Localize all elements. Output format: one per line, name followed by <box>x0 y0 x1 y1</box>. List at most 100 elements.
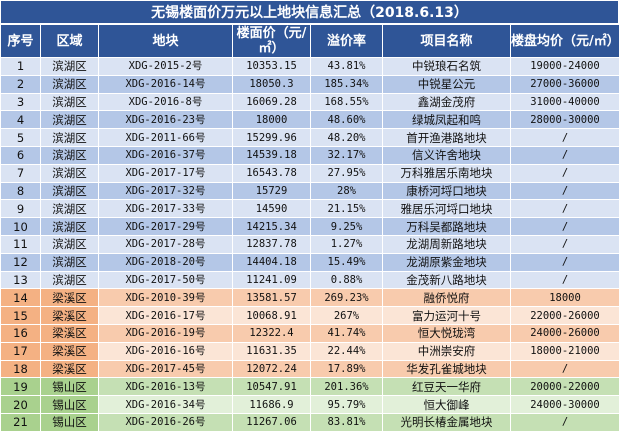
cell-project: 金茂新八路地块 <box>382 270 511 290</box>
cell-premium: 15.49% <box>310 252 383 272</box>
cell-avg-price: 18000 <box>510 288 619 308</box>
cell-floor-price: 12837.78 <box>232 234 311 254</box>
cell-floor-price: 14539.18 <box>232 145 311 165</box>
table-row: 2 滨湖区 XDG-2016-14号 18050.3 185.34% 中锐星公元 27000… <box>0 74 619 94</box>
table-row: 16 梁溪区 XDG-2016-19号 12322.4 41.74% 恒大悦珑湾 24000… <box>0 323 619 343</box>
table-row: 19 锡山区 XDG-2016-13号 10547.91 201.36% 红豆天一华府 20… <box>0 377 619 397</box>
cell-plot: XDG-2017-32号 <box>98 181 233 201</box>
header-premium: 溢价率 <box>310 24 383 58</box>
cell-avg-price: / <box>510 359 619 379</box>
cell-idx: 17 <box>0 341 41 361</box>
cell-region: 锡山区 <box>40 412 99 432</box>
cell-premium: 95.79% <box>310 395 383 414</box>
cell-region: 锡山区 <box>40 395 99 414</box>
table-row: 20 锡山区 XDG-2016-34号 11686.9 95.79% 恒大御峰 24000-… <box>0 395 619 414</box>
cell-region: 滨湖区 <box>40 234 99 254</box>
header-plot: 地块 <box>98 24 233 58</box>
cell-floor-price: 14215.34 <box>232 217 311 236</box>
cell-premium: 267% <box>310 306 383 325</box>
table-row: 7 滨湖区 XDG-2017-17号 16543.78 27.95% 万科雅居乐南地块 / <box>0 163 619 183</box>
cell-region: 滨湖区 <box>40 252 99 272</box>
cell-idx: 19 <box>0 377 41 397</box>
cell-region: 滨湖区 <box>40 163 99 183</box>
cell-project: 中洲崇安府 <box>382 341 511 361</box>
table-body: 1 滨湖区 XDG-2015-2号 10353.15 43.81% 中锐琅石名筑 19000… <box>0 57 619 432</box>
cell-project: 龙湖原紫金地块 <box>382 252 511 272</box>
cell-project: 绿城凤起和鸣 <box>382 110 511 130</box>
cell-project: 万科雅居乐南地块 <box>382 163 511 183</box>
cell-avg-price: / <box>510 199 619 219</box>
cell-idx: 16 <box>0 323 41 343</box>
cell-plot: XDG-2016-23号 <box>98 110 233 130</box>
cell-region: 滨湖区 <box>40 57 99 76</box>
cell-premium: 201.36% <box>310 377 383 397</box>
cell-region: 滨湖区 <box>40 74 99 94</box>
cell-floor-price: 12322.4 <box>232 323 311 343</box>
cell-avg-price: / <box>510 412 619 432</box>
header-row: 序号 区域 地块 楼面价（元/㎡） 溢价率 项目名称 楼盘均价（元/㎡） <box>0 24 619 58</box>
cell-idx: 12 <box>0 252 41 272</box>
cell-region: 滨湖区 <box>40 270 99 290</box>
table-row: 11 滨湖区 XDG-2017-28号 12837.78 1.27% 龙湖周新路地块 / <box>0 234 619 254</box>
cell-premium: 168.55% <box>310 92 383 112</box>
table-title: 无锡楼面价万元以上地块信息汇总（2018.6.13） <box>0 0 619 24</box>
cell-premium: 41.74% <box>310 323 383 343</box>
cell-plot: XDG-2017-45号 <box>98 359 233 379</box>
cell-region: 梁溪区 <box>40 359 99 379</box>
cell-project: 信义许舍地块 <box>382 145 511 165</box>
cell-avg-price: 19000-24000 <box>510 57 619 76</box>
cell-floor-price: 11267.06 <box>232 412 311 432</box>
table-row: 1 滨湖区 XDG-2015-2号 10353.15 43.81% 中锐琅石名筑 19000… <box>0 57 619 76</box>
cell-avg-price: / <box>510 181 619 201</box>
cell-premium: 32.17% <box>310 145 383 165</box>
table-row: 17 梁溪区 XDG-2016-16号 11631.35 22.44% 中洲崇安府 1800… <box>0 341 619 361</box>
cell-project: 恒大悦珑湾 <box>382 323 511 343</box>
cell-idx: 20 <box>0 395 41 414</box>
cell-premium: 48.20% <box>310 128 383 147</box>
cell-plot: XDG-2016-37号 <box>98 145 233 165</box>
cell-project: 富力运河十号 <box>382 306 511 325</box>
cell-plot: XDG-2017-17号 <box>98 163 233 183</box>
cell-region: 滨湖区 <box>40 145 99 165</box>
table-row: 10 滨湖区 XDG-2017-29号 14215.34 9.25% 万科吴都路地块 / <box>0 217 619 236</box>
cell-avg-price: 24000-26000 <box>510 323 619 343</box>
cell-plot: XDG-2016-26号 <box>98 412 233 432</box>
cell-floor-price: 18000 <box>232 110 311 130</box>
cell-idx: 15 <box>0 306 41 325</box>
header-idx: 序号 <box>0 24 41 58</box>
table-row: 6 滨湖区 XDG-2016-37号 14539.18 32.17% 信义许舍地块 / <box>0 145 619 165</box>
cell-floor-price: 13581.57 <box>232 288 311 308</box>
cell-region: 梁溪区 <box>40 306 99 325</box>
cell-idx: 7 <box>0 163 41 183</box>
cell-avg-price: 24000-30000 <box>510 395 619 414</box>
cell-floor-price: 15299.96 <box>232 128 311 147</box>
cell-plot: XDG-2016-13号 <box>98 377 233 397</box>
cell-premium: 0.88% <box>310 270 383 290</box>
cell-idx: 18 <box>0 359 41 379</box>
cell-idx: 6 <box>0 145 41 165</box>
cell-plot: XDG-2016-17号 <box>98 306 233 325</box>
header-region: 区域 <box>40 24 99 58</box>
cell-idx: 14 <box>0 288 41 308</box>
cell-plot: XDG-2016-8号 <box>98 92 233 112</box>
cell-premium: 269.23% <box>310 288 383 308</box>
cell-premium: 9.25% <box>310 217 383 236</box>
cell-region: 滨湖区 <box>40 128 99 147</box>
cell-plot: XDG-2016-34号 <box>98 395 233 414</box>
cell-avg-price: 31000-40000 <box>510 92 619 112</box>
cell-plot: XDG-2015-2号 <box>98 57 233 76</box>
table-row: 3 滨湖区 XDG-2016-8号 16069.28 168.55% 鑫湖金茂府 31000… <box>0 92 619 112</box>
cell-premium: 28% <box>310 181 383 201</box>
table-row: 12 滨湖区 XDG-2018-20号 14404.18 15.49% 龙湖原紫金地块 / <box>0 252 619 272</box>
cell-idx: 11 <box>0 234 41 254</box>
cell-floor-price: 11686.9 <box>232 395 311 414</box>
table-row: 13 滨湖区 XDG-2017-50号 11241.09 0.88% 金茂新八路地块 / <box>0 270 619 290</box>
cell-plot: XDG-2016-19号 <box>98 323 233 343</box>
cell-plot: XDG-2011-66号 <box>98 128 233 147</box>
cell-avg-price: 18000-21000 <box>510 341 619 361</box>
cell-floor-price: 11631.35 <box>232 341 311 361</box>
cell-floor-price: 10547.91 <box>232 377 311 397</box>
table-row: 5 滨湖区 XDG-2011-66号 15299.96 48.20% 首开渔港路地块 / <box>0 128 619 147</box>
table-row: 9 滨湖区 XDG-2017-33号 14590 21.15% 雅居乐河埒口地块 / <box>0 199 619 219</box>
